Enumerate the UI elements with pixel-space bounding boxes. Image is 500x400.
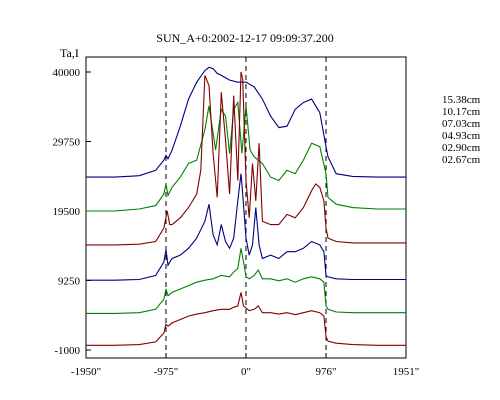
legend: 15.38cm10.17cm07.03cm04.93cm02.90cm02.67… [442, 94, 481, 166]
legend-entry: 02.67cm [442, 154, 481, 166]
y-tick-label: 19500 [53, 206, 81, 218]
series-line-10.17cm [86, 100, 406, 212]
series-line-15.38cm [86, 66, 406, 178]
series-lines [86, 66, 406, 346]
x-tick-label: 1951" [393, 366, 420, 378]
x-tick-label: 976" [316, 366, 337, 378]
x-tick-label: 0" [241, 366, 251, 378]
chart-title: SUN_A+0:2002-12-17 09:09:37.200 [156, 31, 333, 45]
y-axis-label: Ta,I [60, 46, 79, 60]
y-tick-label: -1000 [54, 345, 80, 357]
x-tick-label: -1950" [71, 366, 101, 378]
series-line-02.67cm [86, 292, 406, 346]
legend-entry: 15.38cm [442, 94, 481, 106]
legend-entry: 07.03cm [442, 118, 481, 130]
series-line-04.93cm [86, 173, 406, 281]
axis-ticks: 40000 29750 19500 9250 -1000 -1950" -975" 0" 976… [53, 67, 420, 378]
y-tick-label: 29750 [53, 137, 81, 149]
legend-entry: 10.17cm [442, 106, 481, 118]
legend-entry: 04.93cm [442, 130, 481, 142]
y-tick-label: 9250 [58, 276, 81, 288]
series-line-07.03cm [86, 71, 406, 246]
y-tick-label: 40000 [53, 67, 81, 79]
series-line-02.90cm [86, 248, 406, 314]
legend-entry: 02.90cm [442, 142, 481, 154]
x-tick-label: -975" [154, 366, 179, 378]
